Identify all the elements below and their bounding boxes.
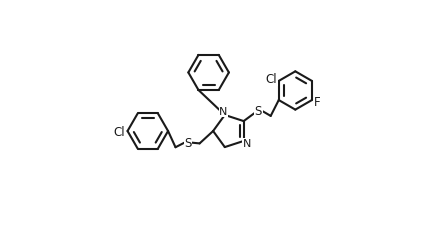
Text: S: S (184, 136, 191, 149)
Text: Cl: Cl (265, 73, 277, 86)
Text: S: S (255, 104, 262, 117)
Text: F: F (314, 96, 321, 109)
Text: Cl: Cl (114, 125, 125, 138)
Text: N: N (219, 107, 228, 117)
Text: N: N (243, 139, 251, 149)
